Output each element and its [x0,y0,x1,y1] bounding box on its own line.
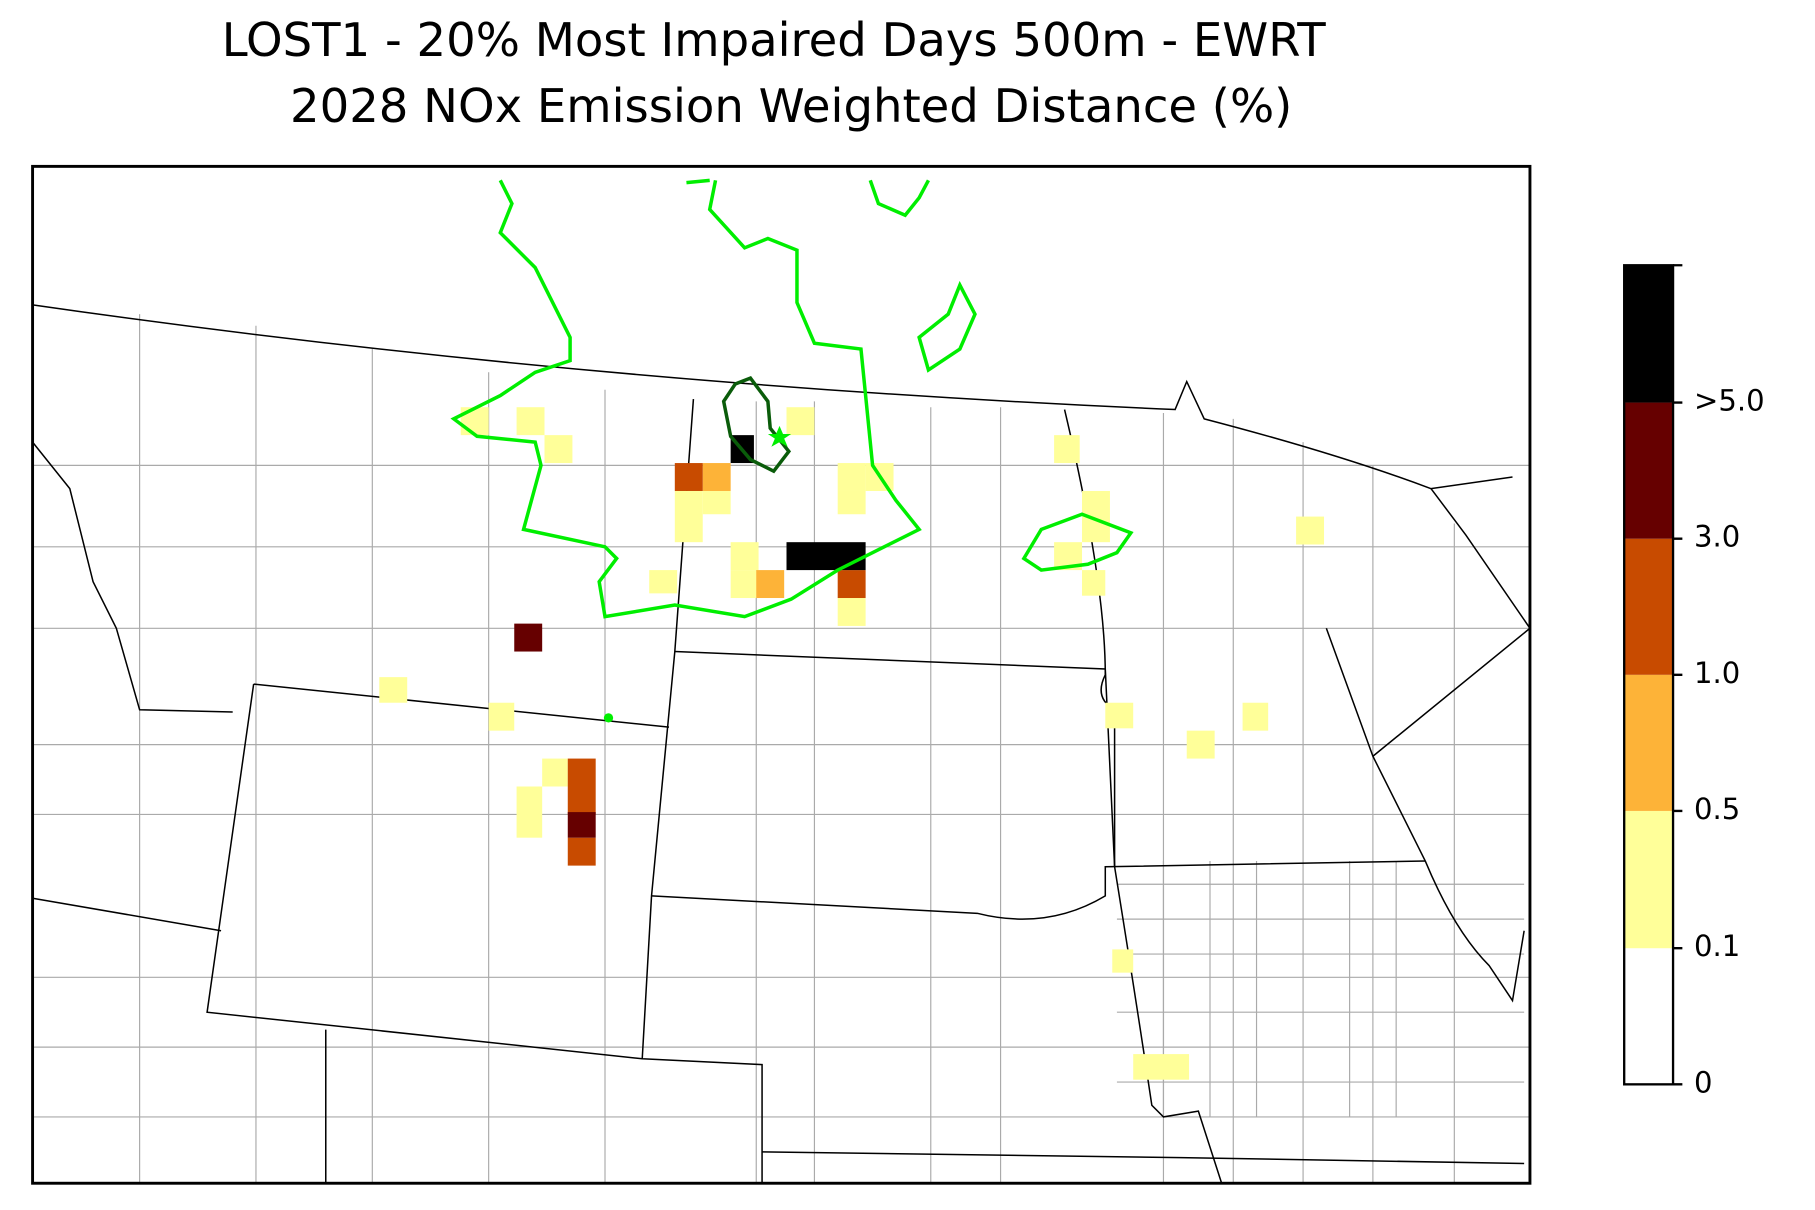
cells-1.0-3.0 [567,463,866,866]
colorbar-label: 0 [1694,1065,1713,1099]
colorbar-label: 0.5 [1694,792,1740,826]
state-borders [31,304,1531,1184]
colorbar-label: 0.1 [1694,929,1740,963]
cells-0.5-1.0 [702,463,785,599]
colorbar-label: 3.0 [1694,520,1740,554]
county-grid [32,314,1530,1184]
colorbar-label: >5.0 [1694,384,1765,418]
title-line1: LOST1 - 20% Most Impaired Days 500m - EW… [222,13,1326,67]
cells-0.1-0.5 [379,407,1325,1080]
cells-3.0-5.0 [514,623,596,838]
colorbar-label: 1.0 [1694,656,1740,690]
contours [450,178,1134,723]
colorbar: 0 0.1 0.5 1.0 3.0 >5.0 [1623,264,1765,1099]
title-line2: 2028 NOx Emission Weighted Distance (%) [290,79,1292,133]
map [31,164,1532,1185]
